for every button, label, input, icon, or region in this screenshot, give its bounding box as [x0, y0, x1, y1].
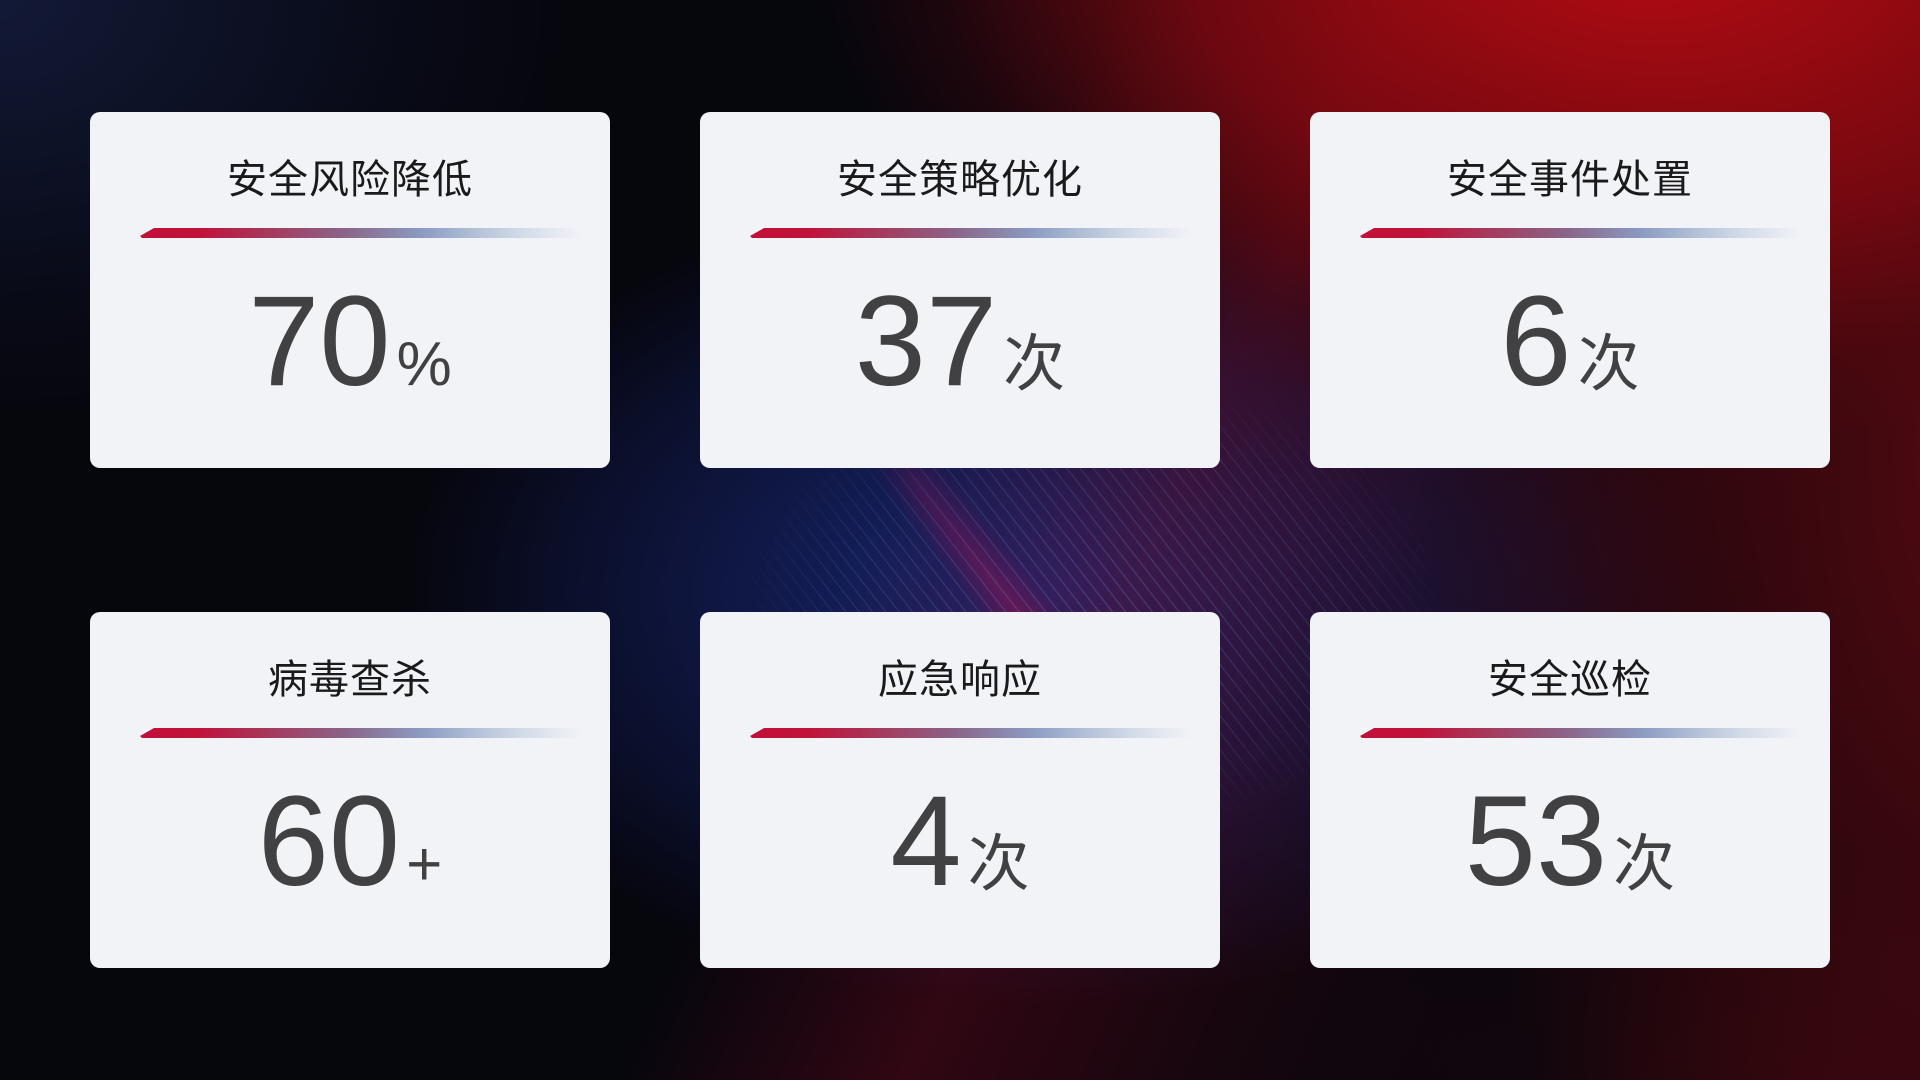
card-title: 安全策略优化 [837, 158, 1083, 202]
stat-value-row: 60 + [90, 778, 610, 906]
stat-value-row: 53 次 [1310, 778, 1830, 906]
gradient-divider [140, 728, 595, 738]
card-title: 应急响应 [878, 658, 1042, 702]
stat-value-row: 37 次 [700, 278, 1220, 406]
card-title: 安全事件处置 [1447, 158, 1693, 202]
gradient-divider [750, 228, 1205, 238]
stat-value: 37 [854, 270, 998, 413]
stat-unit: + [406, 830, 443, 899]
stat-value-row: 4 次 [700, 778, 1220, 906]
gradient-divider [1360, 728, 1815, 738]
stat-value: 70 [248, 270, 391, 413]
stat-unit: % [396, 330, 452, 399]
stat-unit: 次 [1613, 830, 1676, 899]
stat-value-row: 6 次 [1310, 278, 1830, 406]
stat-value: 60 [257, 770, 401, 913]
stat-unit: 次 [967, 830, 1030, 899]
card-title: 安全风险降低 [227, 158, 473, 202]
card-title: 病毒查杀 [268, 658, 432, 702]
gradient-divider [1360, 228, 1815, 238]
stat-card-policy-optimization: 安全策略优化 37 次 [700, 112, 1220, 468]
stat-card-virus-scan: 病毒查杀 60 + [90, 612, 610, 968]
stat-card-risk-reduction: 安全风险降低 70 % [90, 112, 610, 468]
stat-value: 6 [1500, 270, 1572, 413]
gradient-divider [140, 228, 595, 238]
stat-value-row: 70 % [90, 278, 610, 406]
stat-unit: 次 [1577, 330, 1640, 399]
gradient-divider [750, 728, 1205, 738]
stat-card-emergency-response: 应急响应 4 次 [700, 612, 1220, 968]
stat-card-security-inspection: 安全巡检 53 次 [1310, 612, 1830, 968]
card-title: 安全巡检 [1488, 658, 1652, 702]
stat-unit: 次 [1003, 330, 1066, 399]
stat-value: 53 [1464, 770, 1608, 913]
stat-value: 4 [890, 770, 962, 913]
stat-card-incident-handling: 安全事件处置 6 次 [1310, 112, 1830, 468]
